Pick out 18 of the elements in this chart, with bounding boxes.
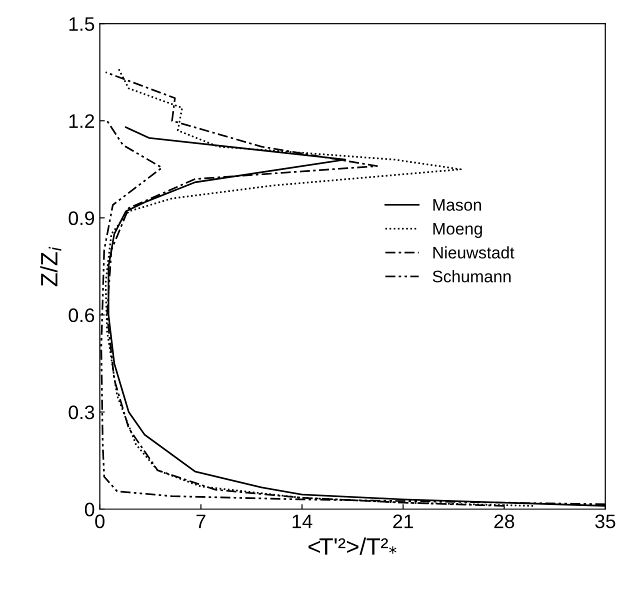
y-tick-label: 0 bbox=[84, 502, 94, 516]
x-tick-label: 28 bbox=[494, 514, 514, 528]
y-tick-label: 0.6 bbox=[68, 308, 94, 322]
x-tick-label: 7 bbox=[196, 514, 206, 528]
legend-label: Mason bbox=[433, 199, 481, 211]
y-tick-label: 0.9 bbox=[68, 211, 94, 226]
x-tick-label: 21 bbox=[393, 514, 413, 528]
legend-label: Schumann bbox=[432, 270, 511, 282]
y-tick-label: 1.5 bbox=[69, 17, 94, 31]
legend-label: Moeng bbox=[433, 223, 482, 238]
x-axis-title: <T'²>/T²$_{*}$ bbox=[308, 538, 396, 555]
x-tick-label: 0 bbox=[95, 514, 104, 528]
y-tick-label: 1.2 bbox=[69, 114, 94, 128]
legend-label: Nieuwstadt bbox=[433, 246, 514, 259]
x-tick-label: 14 bbox=[292, 514, 312, 528]
y-axis-title: Z/Z$_{i}$ bbox=[40, 246, 62, 286]
x-tick-label: 35 bbox=[595, 514, 616, 528]
y-tick-label: 0.3 bbox=[68, 406, 94, 420]
